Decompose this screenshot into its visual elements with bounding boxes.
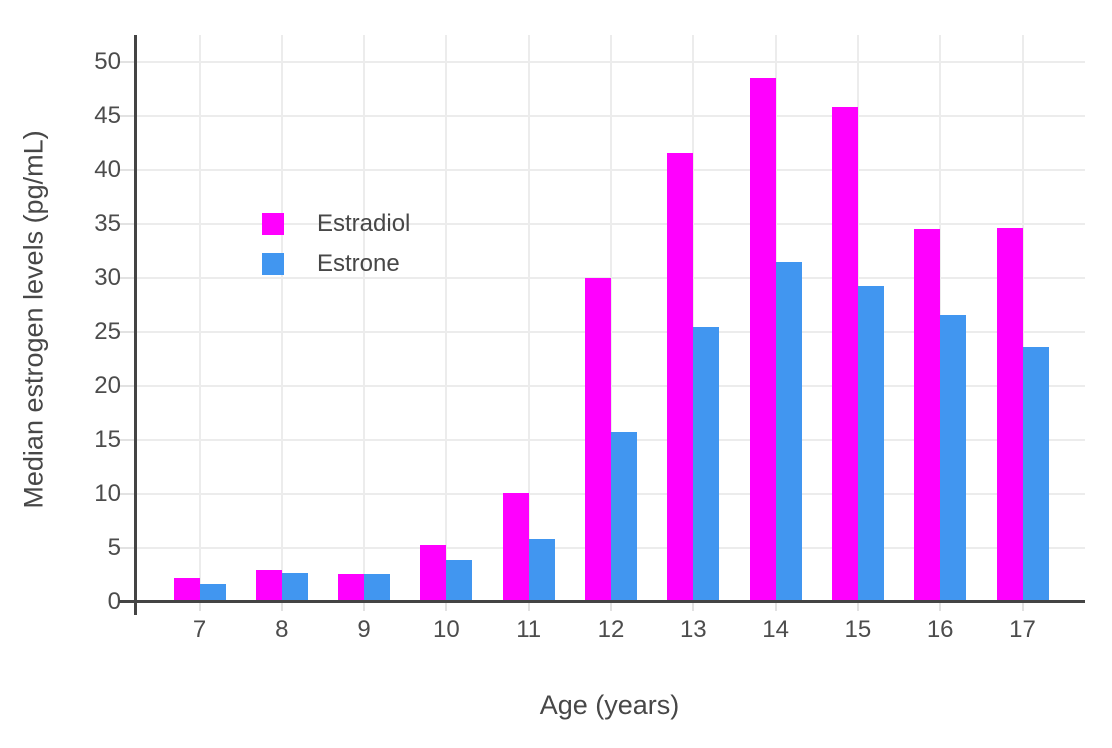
bar-estradiol-age-8 (255, 570, 282, 602)
bar-estrone-age-8 (281, 573, 308, 602)
gridline-x-17 (1021, 35, 1024, 602)
y-tick-25 (119, 331, 134, 333)
bar-estradiol-age-10 (420, 545, 447, 602)
gridline-x-13 (692, 35, 695, 602)
estrone-color-swatch (262, 253, 284, 275)
x-tick-label-7: 7 (192, 616, 207, 643)
bar-estradiol-age-14 (749, 78, 776, 602)
x-tick-10 (445, 603, 448, 611)
y-axis-line (134, 35, 137, 615)
bar-estradiol-age-16 (914, 229, 941, 602)
y-tick-label-35: 35 (94, 210, 121, 237)
bar-estrone-age-15 (857, 286, 884, 602)
legend-label-estradiol: Estradiol (317, 210, 411, 237)
gridline-y-45 (134, 115, 1085, 117)
bar-estradiol-age-17 (996, 228, 1023, 602)
x-tick-17 (1021, 603, 1024, 611)
y-tick-10 (119, 493, 134, 495)
bar-estrone-age-13 (693, 327, 720, 602)
x-axis-line (119, 600, 1085, 603)
y-tick-label-5: 5 (107, 534, 121, 561)
bar-estradiol-age-7 (173, 578, 200, 602)
y-tick-15 (119, 439, 134, 441)
x-tick-8 (280, 603, 283, 611)
bar-estrone-age-17 (1022, 347, 1049, 602)
gridline-y-40 (134, 169, 1085, 171)
x-tick-label-17: 17 (1009, 616, 1036, 643)
bar-estradiol-age-11 (502, 493, 529, 602)
plot-area (134, 35, 1085, 602)
x-tick-11 (527, 603, 530, 611)
bar-estrone-age-10 (446, 560, 473, 602)
bar-estrone-age-14 (775, 262, 802, 602)
y-tick-20 (119, 385, 134, 387)
bar-estradiol-age-12 (585, 278, 611, 602)
x-tick-12 (610, 603, 612, 611)
y-tick-5 (119, 547, 134, 549)
x-tick-label-9: 9 (357, 616, 371, 643)
bar-estrone-age-12 (611, 432, 637, 602)
y-tick-35 (119, 223, 134, 225)
legend-label-estrone: Estrone (317, 250, 400, 277)
gridline-y-35 (134, 223, 1085, 225)
x-tick-7 (198, 603, 201, 611)
x-tick-9 (363, 603, 366, 611)
x-tick-label-15: 15 (844, 616, 872, 643)
legend: Estradiol Estrone (262, 212, 410, 276)
x-tick-label-16: 16 (926, 616, 954, 643)
gridline-x-8 (280, 35, 283, 602)
y-tick-label-45: 45 (94, 102, 121, 129)
legend-item-estrone: Estrone (262, 252, 410, 276)
y-tick-label-20: 20 (94, 372, 121, 399)
y-tick-label-15: 15 (94, 426, 121, 453)
bar-estrone-age-9 (364, 574, 391, 602)
bar-estrone-age-11 (528, 539, 555, 602)
x-tick-14 (774, 603, 777, 611)
gridline-x-9 (363, 35, 366, 602)
bar-estrone-age-16 (940, 315, 967, 602)
x-tick-label-8: 8 (275, 616, 289, 643)
y-tick-label-10: 10 (94, 480, 121, 507)
gridline-x-11 (527, 35, 530, 602)
gridline-x-7 (198, 35, 201, 602)
y-tick-label-40: 40 (94, 156, 121, 183)
x-tick-label-12: 12 (597, 616, 625, 643)
y-tick-50 (119, 61, 134, 63)
y-tick-40 (119, 169, 134, 171)
y-tick-label-25: 25 (94, 318, 121, 345)
x-axis-title: Age (years) (539, 690, 680, 720)
y-tick-label-0: 0 (107, 588, 121, 615)
y-tick-label-50: 50 (94, 48, 121, 75)
bar-estradiol-age-13 (667, 153, 694, 602)
y-tick-30 (119, 277, 134, 279)
gridline-x-12 (610, 35, 612, 602)
gridline-x-10 (445, 35, 448, 602)
x-tick-label-11: 11 (516, 616, 542, 643)
y-tick-45 (119, 115, 134, 117)
bar-estrone-age-7 (199, 584, 226, 602)
bar-estradiol-age-9 (338, 574, 365, 602)
y-tick-label-30: 30 (94, 264, 121, 291)
x-tick-16 (939, 603, 942, 611)
x-tick-label-14: 14 (762, 616, 789, 643)
x-tick-15 (856, 603, 859, 611)
x-tick-label-13: 13 (679, 616, 707, 643)
x-tick-13 (692, 603, 695, 611)
x-tick-label-10: 10 (433, 616, 460, 643)
bar-estradiol-age-15 (831, 107, 858, 602)
estradiol-color-swatch (262, 213, 284, 235)
legend-item-estradiol: Estradiol (262, 212, 410, 236)
gridline-y-50 (134, 61, 1085, 63)
